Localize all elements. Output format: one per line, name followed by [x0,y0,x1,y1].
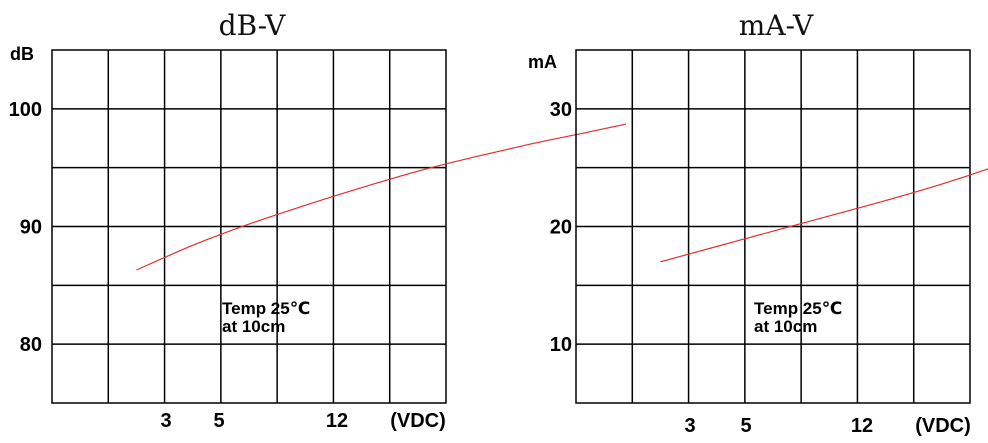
y-axis-unit-label: mA [528,52,557,72]
y-tick-label-20: 20 [550,217,572,239]
plot-frame [575,49,971,404]
y-tick-labels: 10 20 30 [550,99,572,356]
grid [51,49,447,404]
x-tick-label-5: 5 [740,415,751,437]
y-tick-label-80: 80 [20,334,42,356]
y-tick-label-10: 10 [550,334,572,356]
annotation-distance: at 10cm [222,317,285,336]
y-tick-label-90: 90 [20,217,42,239]
x-axis-unit-label: (VDC) [390,410,446,432]
y-tick-label-100: 100 [9,99,42,121]
chart-title: mA-V [739,9,814,42]
x-tick-label-3: 3 [160,410,171,432]
x-tick-label-5: 5 [213,410,224,432]
y-tick-labels: 80 90 100 [9,99,42,356]
x-tick-label-12: 12 [326,410,348,432]
chart-db-v: dB-V dB 80 90 100 3 5 12 (VDC) Temp 25℃ at… [9,9,627,432]
series-line-ma [660,168,988,263]
x-tick-label-12: 12 [851,415,873,437]
chart-ma-v: mA-V mA 10 20 30 3 5 12 (VDC) Temp 25℃ at … [528,9,988,437]
y-axis-unit-label: dB [10,44,34,64]
annotation-temp: Temp 25℃ [754,299,842,318]
chart-title: dB-V [219,9,286,42]
annotation-temp: Temp 25℃ [222,299,310,318]
x-tick-label-3: 3 [684,415,695,437]
grid [575,49,971,404]
annotation-distance: at 10cm [754,317,817,336]
plot-frame [51,49,447,404]
series-line-db [136,123,627,271]
x-axis-unit-label: (VDC) [915,415,971,437]
y-tick-label-30: 30 [550,99,572,121]
